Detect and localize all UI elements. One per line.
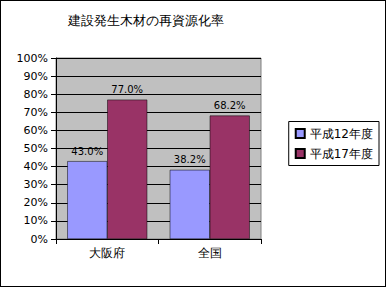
svg-text:10%: 10% — [24, 214, 48, 227]
svg-text:80%: 80% — [24, 88, 48, 101]
svg-text:建設発生木材の再資源化率: 建設発生木材の再資源化率 — [67, 13, 224, 28]
svg-text:38.2%: 38.2% — [174, 154, 206, 165]
svg-text:30%: 30% — [24, 178, 48, 191]
svg-text:90%: 90% — [24, 70, 48, 83]
svg-text:100%: 100% — [17, 52, 48, 65]
svg-text:0%: 0% — [31, 233, 48, 246]
svg-text:77.0%: 77.0% — [111, 84, 143, 95]
svg-text:40%: 40% — [24, 160, 48, 173]
svg-text:平成12年度: 平成12年度 — [310, 127, 373, 141]
svg-text:43.0%: 43.0% — [71, 146, 103, 157]
svg-text:68.2%: 68.2% — [214, 100, 246, 111]
svg-text:全国: 全国 — [198, 246, 222, 260]
svg-text:平成17年度: 平成17年度 — [310, 147, 373, 161]
svg-text:70%: 70% — [24, 106, 48, 119]
svg-text:60%: 60% — [24, 124, 48, 137]
svg-text:50%: 50% — [24, 142, 48, 155]
svg-text:20%: 20% — [24, 196, 48, 209]
svg-text:大阪府: 大阪府 — [89, 246, 125, 260]
